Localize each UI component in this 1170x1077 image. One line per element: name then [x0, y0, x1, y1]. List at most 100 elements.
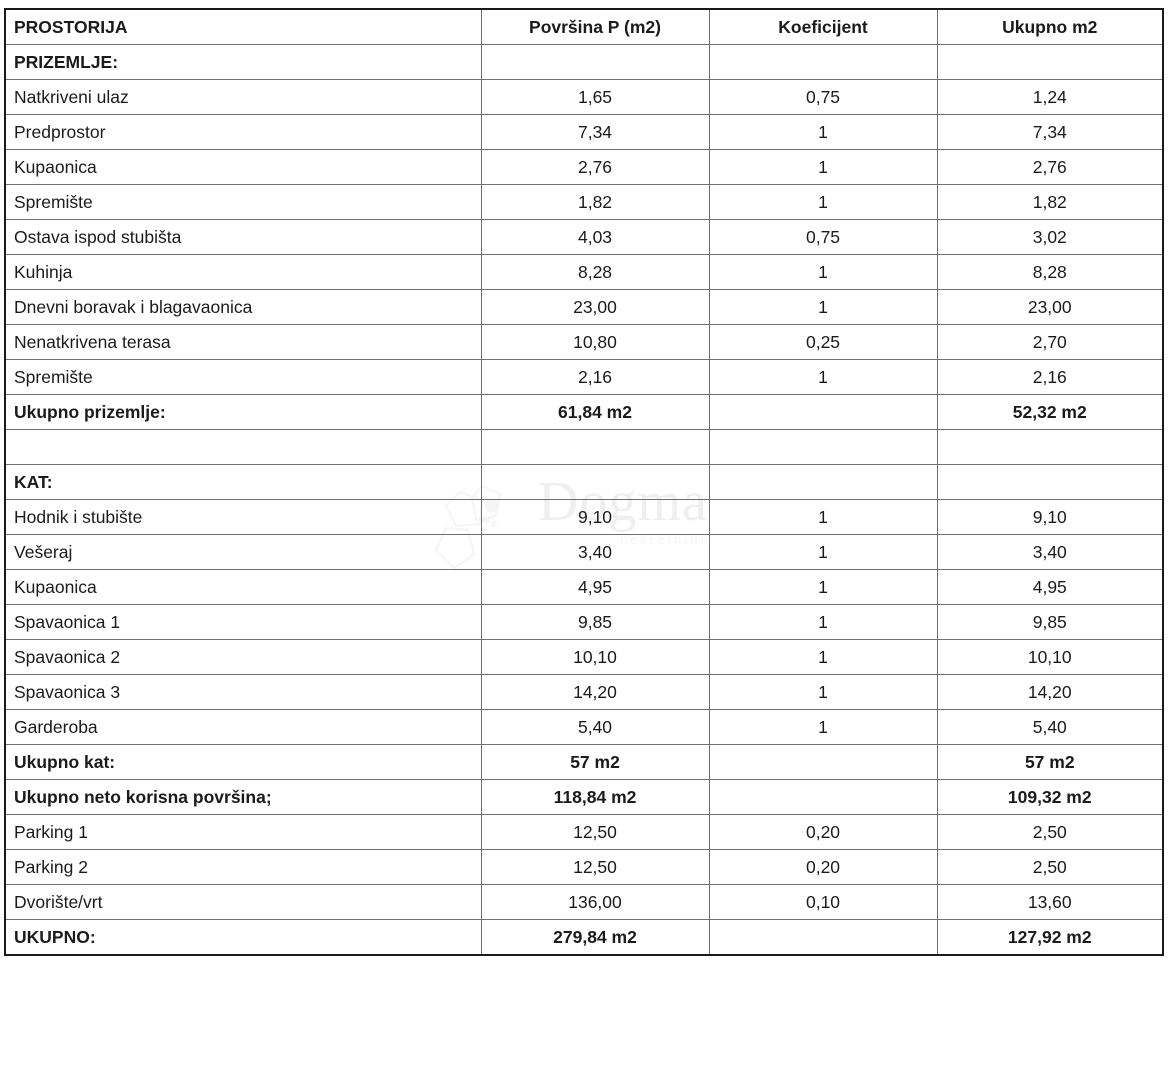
- cell-coefficient: 1: [708, 114, 938, 150]
- column-header-prostorija: PROSTORIJA: [4, 8, 482, 45]
- cell-total: 2,50: [936, 849, 1164, 885]
- cell-total: 7,34: [936, 114, 1164, 150]
- header-row: PROSTORIJA Površina P (m2) Koeficijent U…: [4, 8, 1164, 45]
- cell-room-name: Hodnik i stubište: [4, 499, 482, 535]
- column-header-ukupno: Ukupno m2: [936, 8, 1164, 45]
- table-row: Dnevni boravak i blagavaonica 23,00 1 23,00: [4, 289, 1164, 325]
- cell-total: 1,24: [936, 79, 1164, 115]
- cell-area: [480, 429, 710, 465]
- cell-area: 2,76: [480, 149, 710, 185]
- cell-room-name: Spavaonica 1: [4, 604, 482, 640]
- cell-area: 136,00: [480, 884, 710, 920]
- cell-coefficient: 1: [708, 639, 938, 675]
- cell-coefficient: 1: [708, 499, 938, 535]
- cell-total: 9,85: [936, 604, 1164, 640]
- cell-coefficient: [708, 744, 938, 780]
- cell-coefficient: 1: [708, 534, 938, 570]
- cell-total: [936, 429, 1164, 465]
- cell-total: 3,40: [936, 534, 1164, 570]
- table-row: Ukupno kat: 57 m2 57 m2: [4, 744, 1164, 780]
- cell-room-name: [4, 429, 482, 465]
- table-row: [4, 429, 1164, 465]
- cell-total: 2,76: [936, 149, 1164, 185]
- cell-room-name: Dnevni boravak i blagavaonica: [4, 289, 482, 325]
- cell-coefficient: 1: [708, 289, 938, 325]
- cell-area: 7,34: [480, 114, 710, 150]
- cell-room-name: Kuhinja: [4, 254, 482, 290]
- cell-area: 57 m2: [480, 744, 710, 780]
- cell-area: 9,10: [480, 499, 710, 535]
- cell-coefficient: 1: [708, 149, 938, 185]
- cell-area: 4,95: [480, 569, 710, 605]
- cell-total: 1,82: [936, 184, 1164, 220]
- table-header: PROSTORIJA Površina P (m2) Koeficijent U…: [4, 8, 1164, 45]
- cell-coefficient: 0,25: [708, 324, 938, 360]
- cell-total: 8,28: [936, 254, 1164, 290]
- cell-room-name: Spremište: [4, 359, 482, 395]
- cell-area: 8,28: [480, 254, 710, 290]
- area-calculation-table: PROSTORIJA Površina P (m2) Koeficijent U…: [4, 8, 1164, 956]
- cell-coefficient: 0,20: [708, 849, 938, 885]
- cell-room-name: UKUPNO:: [4, 919, 482, 956]
- cell-area: 4,03: [480, 219, 710, 255]
- cell-room-name: Parking 1: [4, 814, 482, 850]
- cell-total: 109,32 m2: [936, 779, 1164, 815]
- cell-room-name: Predprostor: [4, 114, 482, 150]
- cell-total: 13,60: [936, 884, 1164, 920]
- cell-room-name: Vešeraj: [4, 534, 482, 570]
- cell-coefficient: 1: [708, 604, 938, 640]
- cell-total: 23,00: [936, 289, 1164, 325]
- table-row: UKUPNO: 279,84 m2 127,92 m2: [4, 919, 1164, 956]
- table-row: Garderoba 5,40 1 5,40: [4, 709, 1164, 745]
- cell-coefficient: [708, 779, 938, 815]
- cell-area: 12,50: [480, 849, 710, 885]
- cell-total: 2,16: [936, 359, 1164, 395]
- table-row: Parking 2 12,50 0,20 2,50: [4, 849, 1164, 885]
- cell-room-name: Parking 2: [4, 849, 482, 885]
- cell-room-name: Spavaonica 3: [4, 674, 482, 710]
- cell-coefficient: 1: [708, 674, 938, 710]
- cell-total: 127,92 m2: [936, 919, 1164, 956]
- cell-total: 10,10: [936, 639, 1164, 675]
- table-row: PRIZEMLJE:: [4, 44, 1164, 80]
- cell-area: 12,50: [480, 814, 710, 850]
- cell-area: 14,20: [480, 674, 710, 710]
- cell-total: 2,50: [936, 814, 1164, 850]
- table-row: Predprostor 7,34 1 7,34: [4, 114, 1164, 150]
- cell-room-name: Spavaonica 2: [4, 639, 482, 675]
- column-header-koeficijent: Koeficijent: [708, 8, 938, 45]
- area-table-container: PROSTORIJA Površina P (m2) Koeficijent U…: [4, 8, 1164, 956]
- cell-coefficient: 1: [708, 709, 938, 745]
- cell-room-name: Nenatkrivena terasa: [4, 324, 482, 360]
- cell-total: 5,40: [936, 709, 1164, 745]
- cell-room-name: Ukupno kat:: [4, 744, 482, 780]
- table-row: Ukupno neto korisna površina; 118,84 m2 10…: [4, 779, 1164, 815]
- cell-coefficient: [708, 919, 938, 956]
- cell-total: 4,95: [936, 569, 1164, 605]
- table-row: Spremište 2,16 1 2,16: [4, 359, 1164, 395]
- table-row: Dvorište/vrt 136,00 0,10 13,60: [4, 884, 1164, 920]
- table-row: Vešeraj 3,40 1 3,40: [4, 534, 1164, 570]
- cell-total: [936, 44, 1164, 80]
- table-row: Natkriveni ulaz 1,65 0,75 1,24: [4, 79, 1164, 115]
- cell-area: 5,40: [480, 709, 710, 745]
- cell-area: 61,84 m2: [480, 394, 710, 430]
- cell-room-name: Spremište: [4, 184, 482, 220]
- cell-room-name: KAT:: [4, 464, 482, 500]
- table-row: Spremište 1,82 1 1,82: [4, 184, 1164, 220]
- cell-area: 2,16: [480, 359, 710, 395]
- table-row: Kuhinja 8,28 1 8,28: [4, 254, 1164, 290]
- cell-area: 9,85: [480, 604, 710, 640]
- table-row: Nenatkrivena terasa 10,80 0,25 2,70: [4, 324, 1164, 360]
- cell-room-name: Ostava ispod stubišta: [4, 219, 482, 255]
- cell-total: 57 m2: [936, 744, 1164, 780]
- cell-coefficient: 1: [708, 254, 938, 290]
- cell-area: 1,82: [480, 184, 710, 220]
- table-row: Spavaonica 3 14,20 1 14,20: [4, 674, 1164, 710]
- cell-coefficient: 1: [708, 184, 938, 220]
- table-row: Kupaonica 4,95 1 4,95: [4, 569, 1164, 605]
- cell-area: [480, 44, 710, 80]
- cell-room-name: Kupaonica: [4, 569, 482, 605]
- cell-area: 23,00: [480, 289, 710, 325]
- cell-room-name: Kupaonica: [4, 149, 482, 185]
